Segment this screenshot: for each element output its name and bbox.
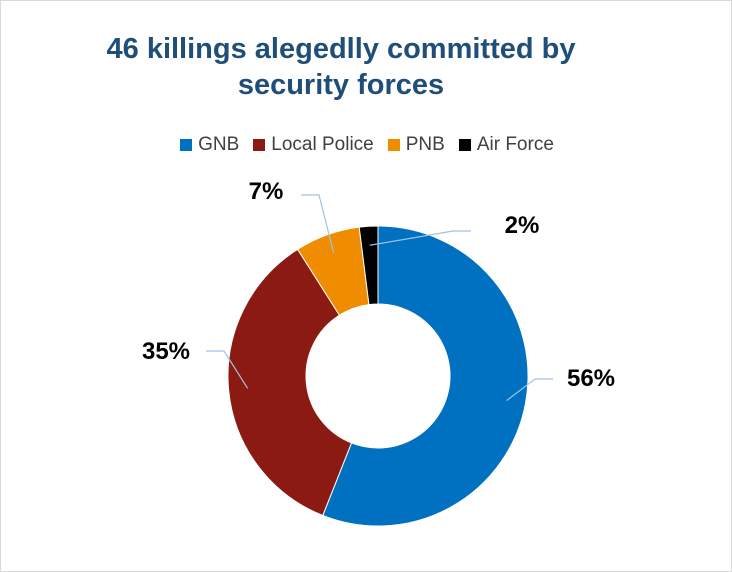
data-label-local-police: 35% bbox=[142, 338, 190, 365]
data-label-pnb: 7% bbox=[249, 178, 284, 205]
legend-label-pnb: PNB bbox=[405, 134, 445, 155]
legend-swatch-local-police bbox=[253, 139, 266, 151]
slice-local-police bbox=[227, 248, 353, 517]
legend-swatch-pnb bbox=[387, 139, 400, 151]
legend-item-gnb: GNB bbox=[180, 134, 239, 156]
leader-line-air-force bbox=[369, 230, 471, 246]
legend-swatch-gnb bbox=[180, 139, 193, 151]
legend-item-pnb: PNB bbox=[387, 134, 445, 156]
slice-gnb bbox=[322, 225, 529, 527]
data-label-air-force: 2% bbox=[505, 212, 540, 239]
chart-legend: GNB Local Police PNB Air Force bbox=[1, 134, 732, 156]
data-label-gnb: 56% bbox=[567, 365, 615, 392]
legend-label-local-police: Local Police bbox=[271, 134, 374, 155]
leader-line-local-police bbox=[206, 350, 249, 389]
leader-line-pnb bbox=[301, 194, 335, 253]
slice-air-force bbox=[358, 225, 379, 306]
leader-line-gnb bbox=[506, 378, 553, 402]
legend-label-air-force: Air Force bbox=[476, 134, 554, 155]
legend-item-air-force: Air Force bbox=[458, 134, 554, 156]
legend-swatch-air-force bbox=[458, 139, 471, 151]
legend-label-gnb: GNB bbox=[198, 134, 240, 155]
legend-item-local-police: Local Police bbox=[253, 134, 374, 156]
chart-title: 46 killings alegedlly committed by secur… bbox=[106, 33, 576, 101]
